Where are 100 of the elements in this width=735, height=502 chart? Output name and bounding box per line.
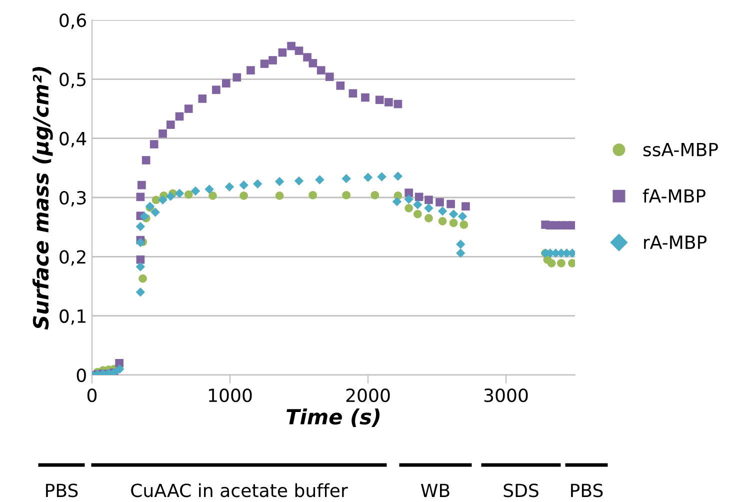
point <box>462 202 470 211</box>
point <box>208 192 217 200</box>
y-axis-title: Surface mass (µg/cm²) <box>32 67 53 330</box>
point <box>413 200 422 210</box>
point <box>268 56 277 64</box>
point <box>394 100 402 108</box>
point <box>175 112 184 121</box>
point <box>446 200 455 208</box>
point <box>136 255 145 264</box>
point <box>136 288 146 297</box>
legend-label: ssA-MBP <box>643 142 718 156</box>
point <box>278 48 287 57</box>
point <box>136 192 145 202</box>
point <box>424 196 433 204</box>
point <box>294 176 304 186</box>
point <box>166 120 175 129</box>
point <box>275 192 284 200</box>
point <box>212 86 220 94</box>
point <box>150 140 158 148</box>
point <box>370 190 380 200</box>
point <box>198 94 207 103</box>
point <box>140 212 150 222</box>
point <box>294 46 304 55</box>
point <box>315 175 324 184</box>
point <box>458 212 468 222</box>
point <box>204 184 214 194</box>
point <box>136 222 146 232</box>
point <box>138 274 147 283</box>
point <box>404 204 414 212</box>
point <box>158 195 168 204</box>
point <box>449 218 458 228</box>
point <box>303 53 312 62</box>
point <box>166 192 176 201</box>
y-tick-label: 0,3 <box>60 190 86 206</box>
point <box>404 194 414 204</box>
point <box>136 262 146 272</box>
y-tick-label: 0 <box>76 368 86 382</box>
point <box>342 174 351 184</box>
point <box>158 129 167 138</box>
point <box>456 248 466 258</box>
point <box>136 238 146 248</box>
point <box>316 66 326 74</box>
x-tick-label: 2000 <box>346 388 390 402</box>
y-tick-label: 0,4 <box>60 132 86 148</box>
text: CuAAC in acetate buffer <box>131 483 348 498</box>
point <box>287 42 296 50</box>
point <box>308 59 318 68</box>
point <box>222 79 230 88</box>
point <box>404 188 414 197</box>
point <box>363 172 373 182</box>
point <box>392 197 402 206</box>
point <box>184 104 193 113</box>
point <box>557 259 566 268</box>
point <box>361 93 370 102</box>
point <box>150 208 160 217</box>
text: PBS <box>46 484 78 498</box>
point <box>393 172 403 181</box>
point <box>377 172 386 182</box>
point <box>232 73 242 82</box>
point <box>184 190 193 199</box>
x-axis-title: Time (s) <box>286 408 380 428</box>
point <box>438 206 448 216</box>
point <box>336 82 345 90</box>
legend-label: rA-MBP <box>644 236 707 249</box>
point <box>138 180 146 190</box>
point <box>414 192 424 202</box>
point <box>460 220 468 229</box>
point <box>114 364 124 374</box>
point <box>375 96 384 104</box>
text: SDS <box>504 484 538 498</box>
y-tick-label: 0,5 <box>60 72 86 88</box>
x-tick-label: 3000 <box>484 388 528 402</box>
text: WB <box>420 484 450 497</box>
legend-label: fA-MBP <box>642 188 706 202</box>
y-tick-label: 0,2 <box>60 250 86 266</box>
point <box>348 89 358 98</box>
y-tick-label: 0,1 <box>60 309 86 325</box>
point <box>424 204 434 213</box>
point <box>448 209 458 219</box>
point <box>274 176 284 186</box>
x-tick-label: 0 <box>87 388 97 402</box>
point <box>174 188 184 198</box>
point <box>547 259 556 268</box>
point <box>246 66 255 74</box>
text: PBS <box>571 484 603 498</box>
point <box>414 210 422 218</box>
point <box>240 192 248 200</box>
y-tick-label: 0,6 <box>60 13 86 29</box>
point <box>384 98 393 106</box>
point <box>308 190 317 200</box>
point <box>224 182 234 192</box>
point <box>152 196 160 204</box>
point <box>252 179 262 188</box>
point <box>342 190 350 200</box>
point <box>325 72 334 81</box>
point <box>190 186 200 196</box>
point <box>424 214 433 222</box>
x-tick-label: 1000 <box>209 388 252 402</box>
point <box>260 60 269 68</box>
point <box>436 198 444 206</box>
